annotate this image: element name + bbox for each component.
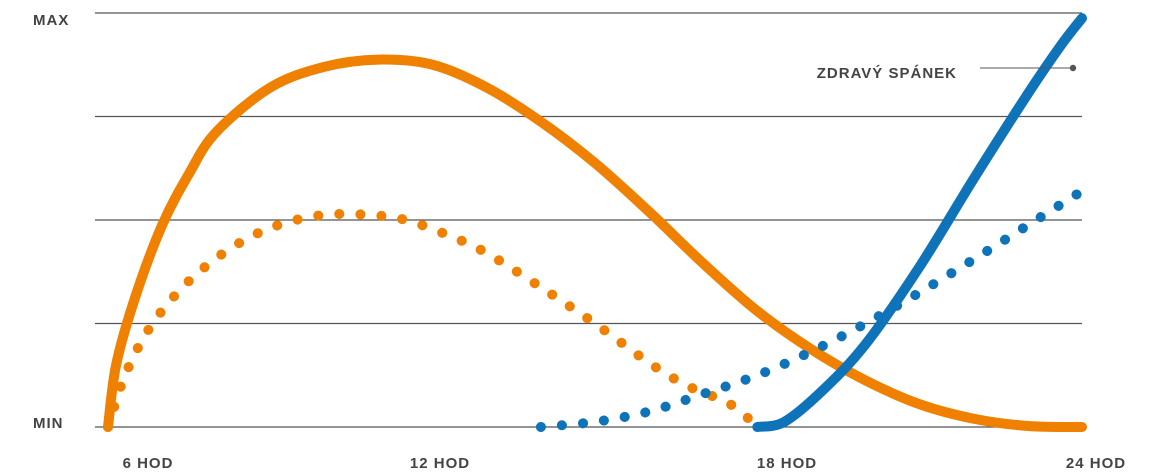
x-tick-label-12: 12 HOD <box>410 455 470 472</box>
dotted-series-line-orange <box>103 208 763 432</box>
x-tick-label-24: 24 HOD <box>1066 455 1126 472</box>
x-tick-label-18: 18 HOD <box>757 455 817 472</box>
y-label-min: MIN <box>33 415 64 432</box>
gridlines <box>95 12 1082 428</box>
solid-series-line-orange <box>103 54 1087 432</box>
dotted-series-line-blue <box>535 186 1087 432</box>
annotation-group: ZDRAVÝ SPÁNEK <box>817 64 1077 82</box>
x-tick-label-6: 6 HOD <box>123 455 174 472</box>
annotation-label: ZDRAVÝ SPÁNEK <box>817 64 957 82</box>
solid-series-line-blue <box>752 13 1087 432</box>
y-label-max: MAX <box>33 12 69 29</box>
x-tick-labels: 6 HOD 12 HOD 18 HOD 24 HOD <box>123 455 1126 472</box>
series-group <box>103 13 1087 432</box>
annotation-dot <box>1069 64 1077 72</box>
